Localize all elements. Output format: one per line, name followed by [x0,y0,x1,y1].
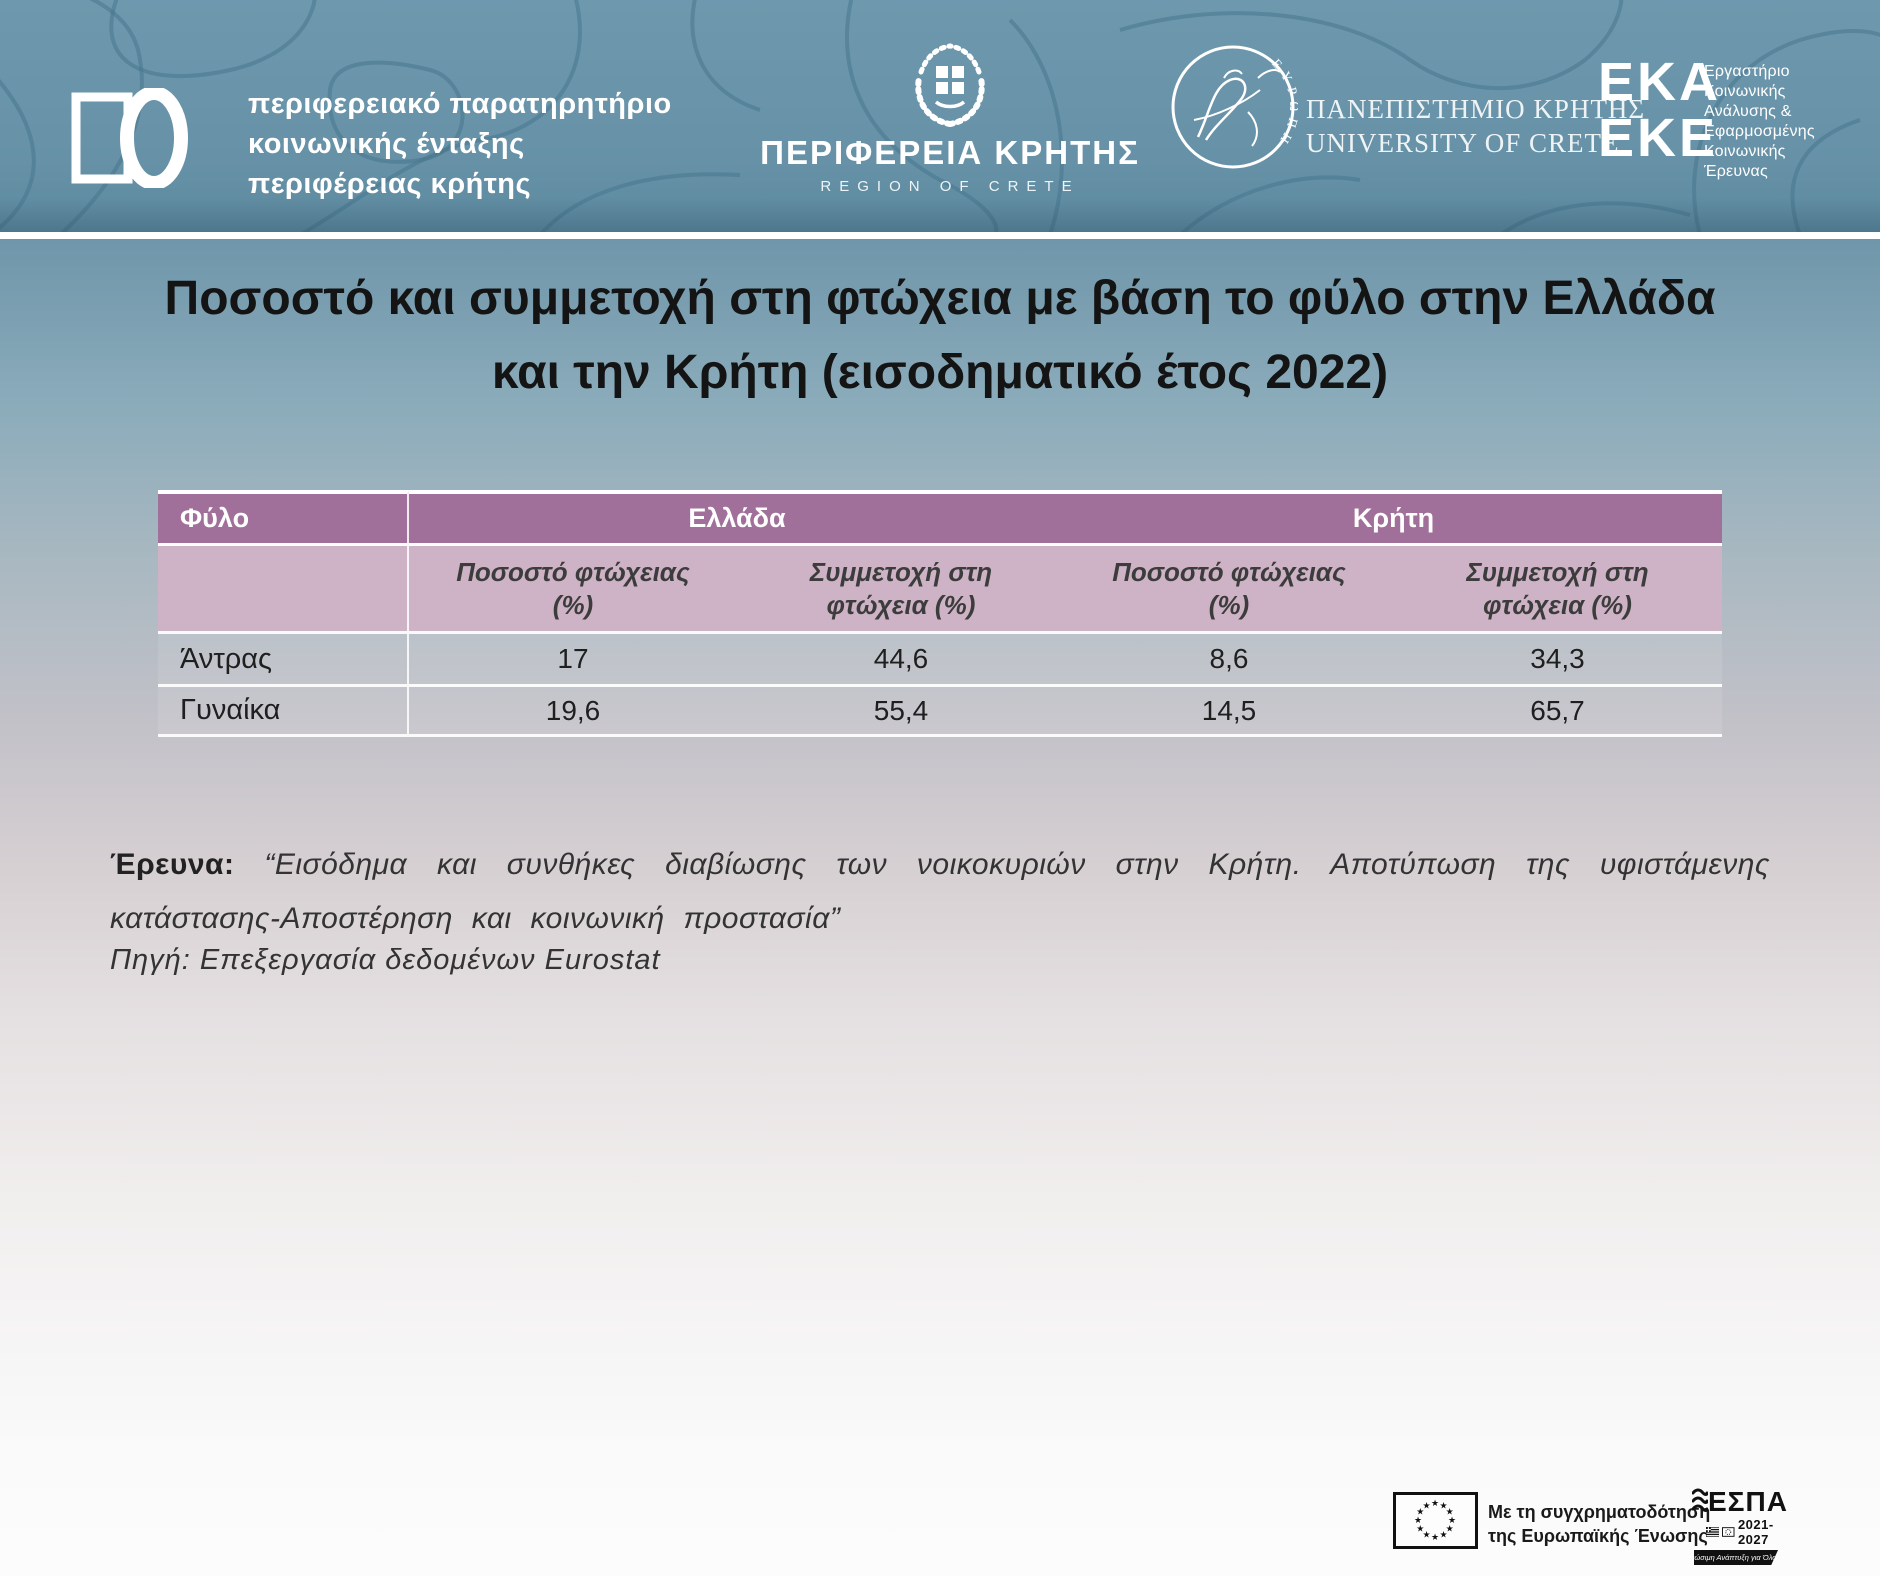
table-cell: 17 [409,631,737,684]
university-subtitle: UNIVERSITY OF CRETE [1306,128,1620,158]
svg-text:★: ★ [1448,1516,1456,1526]
eu-mini-flag-icon [1722,1527,1735,1537]
subheader-line: Συμμετοχή στη [1466,556,1649,587]
subheader-line: Συμμετοχή στη [809,556,993,587]
eu-cofunding-text: Με τη συγχρηματοδότηση της Ευρωπαϊκής Έν… [1488,1500,1710,1548]
table-cell: 34,3 [1393,631,1722,684]
eu-cofunding-line1: Με τη συγχρηματοδότηση [1488,1502,1711,1522]
svg-text:★: ★ [1439,1531,1447,1541]
table-subheader: Ποσοστό φτώχειας (%) [409,543,737,631]
university-seal-text: ΕΥΡΩΠΗ [1269,56,1296,152]
table-header-crete: Κρήτη [1065,490,1722,543]
svg-text:★: ★ [1414,1516,1422,1526]
svg-text:ΕΥΡΩΠΗ: ΕΥΡΩΠΗ [1269,56,1298,152]
ekaeke-label-line: Ανάλυσης & [1704,103,1792,120]
page-title-line2: και την Κρήτη (εισοδηματικό έτος 2022) [491,346,1389,399]
ekaeke-acronym: ΕΚΕ [1598,108,1719,168]
region-of-crete-logo: ΠΕΡΙΦΕΡΕΙΑ ΚΡΗΤΗΣ REGION OF CRETE [760,42,1140,195]
page-title: Ποσοστό και συμμετοχή στη φτώχεια με βάσ… [0,262,1880,410]
eu-cofunding-line2: της Ευρωπαϊκής Ένωσης [1488,1526,1708,1546]
table-cell: 55,4 [737,684,1065,737]
svg-text:★: ★ [1422,1501,1430,1511]
subheader-line: φτώχεια (%) [826,589,976,620]
research-note: Έρευνα: “Εισόδημα και συνθήκες διαβίωσης… [110,838,1770,946]
svg-text:★: ★ [1422,1531,1430,1541]
observatory-line: περιφερειακό παρατηρητήριο [248,88,672,120]
espa-name: ΕΣΠΑ [1708,1486,1788,1517]
ekaeke-logo: ΕΚΑ ΕΚΕ [1598,54,1721,166]
ekaeke-label: Εργαστήριο Κοινωνικής Ανάλυσης & Εφαρμοσ… [1704,62,1815,182]
espa-period: 2021-2027 [1737,1517,1774,1547]
svg-text:★: ★ [1416,1525,1424,1535]
observatory-wordmark: περιφερειακό παρατηρητήριο κοινωνικής έν… [248,84,672,204]
subheader-line: Ποσοστό φτώχειας [1112,556,1346,587]
espa-period-row: 2021-2027 [1692,1517,1802,1547]
table-cell: 8,6 [1065,631,1393,684]
region-of-crete-subtitle: REGION OF CRETE [820,178,1080,195]
svg-text:★: ★ [1416,1508,1424,1518]
svg-text:★: ★ [1446,1508,1454,1518]
page-title-line1: Ποσοστό και συμμετοχή στη φτώχεια με βάσ… [164,272,1716,325]
header-band: περιφερειακό παρατηρητήριο κοινωνικής έν… [0,0,1880,232]
ekaeke-label-line: Εφαρμοσμένης [1704,123,1815,140]
subheader-line: (%) [1208,589,1250,620]
table-cell: 65,7 [1393,684,1722,737]
table-subheader: Ποσοστό φτώχειας (%) [1065,543,1393,631]
greek-flag-icon [1706,1527,1720,1537]
subheader-line: (%) [552,589,594,620]
ekaeke-label-line: Εργαστήριο [1704,63,1790,80]
observatory-line: περιφέρειας κρήτης [248,168,532,200]
eu-flag-icon: ★ ★ ★ ★ ★ ★ ★ ★ ★ ★ ★ ★ [1393,1492,1478,1549]
espa-waves-icon [1692,1488,1708,1512]
eu-flag-stars: ★ ★★ ★★★ ★★★ ★★★ [1414,1499,1456,1543]
espa-top-row: ΕΣΠΑ [1692,1488,1802,1516]
table-cell: 19,6 [409,684,737,737]
research-quote: “Εισόδημα και συνθήκες διαβίωσης των νοι… [110,848,1770,935]
university-title: ΠΑΝΕΠΙΣΤΗΜΙΟ ΚΡΗΤΗΣ [1306,94,1646,124]
university-of-crete-seal-icon: ΕΥΡΩΠΗ [1171,45,1298,169]
subheader-line: Ποσοστό φτώχειας [456,556,690,587]
subheader-line: φτώχεια (%) [1483,589,1632,620]
header-divider [0,232,1880,239]
espa-slogan-banner: Βιώσιμη Ανάπτυξη για Όλους [1694,1550,1778,1565]
observatory-line: κοινωνικής ένταξης [248,128,525,160]
espa-logo: ΕΣΠΑ 2021-2027 Βιώσιμη Ανάπτυξη για Όλου… [1692,1488,1802,1565]
svg-text:★: ★ [1446,1525,1454,1535]
table-row-label: Άντρας [158,631,409,684]
table-header-gender: Φύλο [158,490,409,543]
table-subheader: Συμμετοχή στη φτώχεια (%) [1393,543,1722,631]
observatory-logo-icon [71,88,188,188]
research-label: Έρευνα: [110,848,235,881]
svg-text:★: ★ [1431,1533,1439,1543]
region-of-crete-title: ΠΕΡΙΦΕΡΕΙΑ ΚΡΗΤΗΣ [760,134,1140,171]
table-subheader: Συμμετοχή στη φτώχεια (%) [737,543,1065,631]
table-cell: 14,5 [1065,684,1393,737]
ekaeke-label-line: Έρευνας [1704,163,1768,180]
table-cell: 44,6 [737,631,1065,684]
poverty-table: Φύλο Ελλάδα Κρήτη Ποσοστό φτώχειας (%) Σ… [158,490,1722,737]
ekaeke-acronym: ΕΚΑ [1598,52,1722,112]
ekaeke-label-line: Κοινωνικής [1704,83,1786,100]
table-header-greece: Ελλάδα [409,490,1065,543]
svg-text:★: ★ [1439,1501,1447,1511]
table-row-label: Γυναίκα [158,684,409,737]
university-of-crete-wordmark: ΠΑΝΕΠΙΣΤΗΜΙΟ ΚΡΗΤΗΣ UNIVERSITY OF CRETE [1306,92,1645,160]
svg-text:★: ★ [1431,1499,1439,1509]
ekaeke-label-line: Κοινωνικής [1704,143,1786,160]
region-of-crete-emblem-icon [915,43,985,127]
table-subheader-empty [158,543,409,631]
source-note: Πηγή: Επεξεργασία δεδομένων Eurostat [110,944,661,976]
